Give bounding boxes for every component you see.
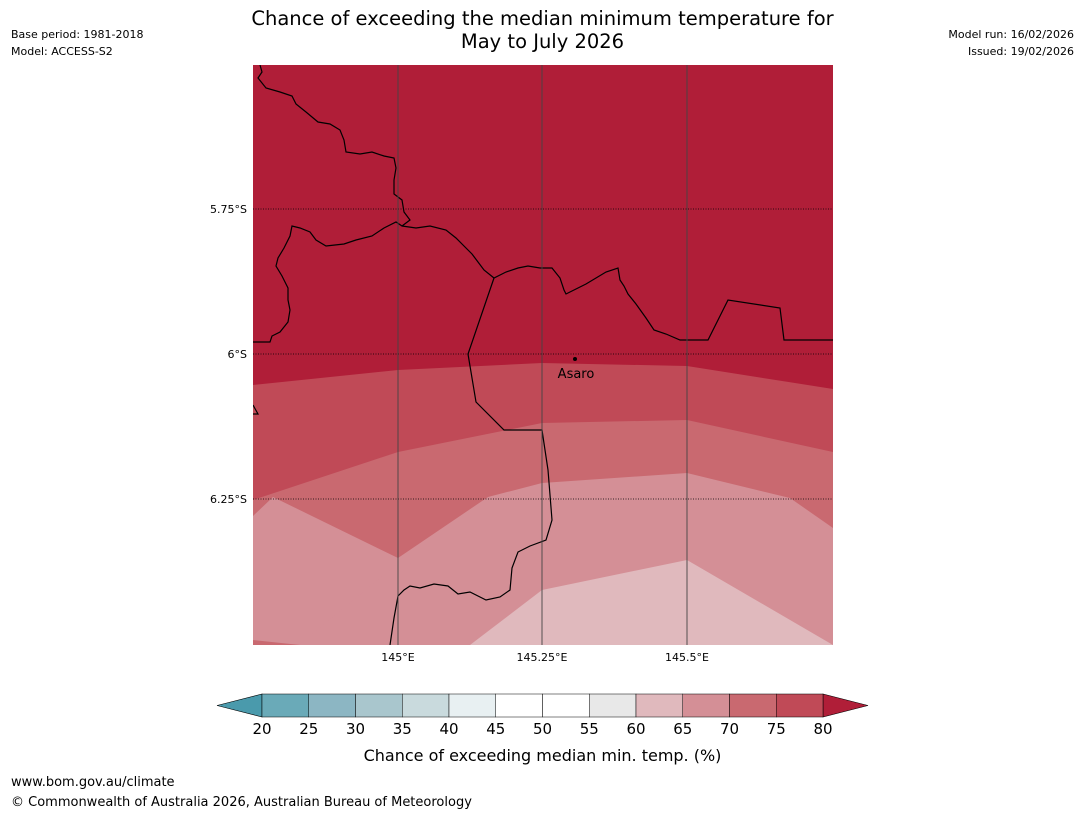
colorbar-tick-label: 45 [486, 720, 505, 738]
colorbar-tick-label: 30 [346, 720, 365, 738]
colorbar-tick-label: 75 [767, 720, 786, 738]
colorbar-tick-label: 65 [673, 720, 692, 738]
lat-label: 5.75°S [210, 203, 247, 216]
place-marker: Asaro [558, 357, 595, 382]
lon-labels: 145°E 145.25°E 145.5°E [381, 651, 709, 664]
graticule [253, 65, 833, 645]
band-70-corner [253, 640, 300, 645]
lat-label: 6.25°S [210, 493, 247, 506]
colorbar-swatch [495, 693, 543, 718]
issued-date: Issued: 19/02/2026 [967, 45, 1074, 58]
colorbar-tick-label: 80 [813, 720, 832, 738]
chart-title: Chance of exceeding the median minimum t… [0, 7, 1085, 53]
model-name: Model: ACCESS-S2 [11, 45, 113, 58]
colorbar-tick-label: 25 [299, 720, 318, 738]
colorbar-under-arrow [216, 693, 263, 718]
footer-url[interactable]: www.bom.gov.au/climate [11, 775, 175, 790]
meta-right: Model run: 16/02/2026 Issued: 19/02/2026 [948, 26, 1074, 60]
colorbar-tick-label: 20 [252, 720, 271, 738]
place-label: Asaro [558, 367, 595, 382]
colorbar-swatch [635, 693, 683, 718]
province-border [389, 277, 553, 645]
northern-coastline-east [401, 225, 833, 341]
colorbar-swatch [448, 693, 496, 718]
colorbar-swatch [776, 693, 824, 718]
title-line-1: Chance of exceeding the median minimum t… [251, 7, 834, 30]
colorbar-swatch [402, 693, 450, 718]
colorbar-swatch [261, 693, 309, 718]
colorbar-tick-label: 60 [626, 720, 645, 738]
title-line-2: May to July 2026 [460, 30, 625, 53]
west-edge-coast [253, 404, 260, 415]
coastline-borders [253, 65, 833, 645]
colorbar-tick-label: 50 [533, 720, 552, 738]
lat-label: 6°S [228, 348, 247, 361]
lon-label: 145.25°E [517, 651, 568, 664]
meta-left: Base period: 1981-2018 Model: ACCESS-S2 [11, 26, 143, 60]
place-dot [573, 357, 577, 361]
lat-labels: 5.75°S 6°S 6.25°S [210, 203, 247, 506]
colorbar-over-arrow [822, 693, 869, 718]
model-run: Model run: 16/02/2026 [948, 28, 1074, 41]
colorbar: 20 25 30 35 40 45 50 55 60 65 70 75 80 [216, 693, 869, 738]
colorbar-swatch [589, 693, 637, 718]
base-period: Base period: 1981-2018 [11, 28, 144, 41]
colorbar-swatch [682, 693, 730, 718]
colorbar-swatch [542, 693, 590, 718]
band-65-70-west [253, 563, 398, 645]
lon-label: 145.5°E [665, 651, 709, 664]
colorbar-swatch [355, 693, 403, 718]
colorbar-tick-label: 40 [439, 720, 458, 738]
probability-field [253, 65, 833, 645]
colorbar-tick-label: 35 [393, 720, 412, 738]
band-60-65 [470, 560, 833, 645]
footer-copyright: © Commonwealth of Australia 2026, Austra… [11, 795, 472, 810]
colorbar-tick-label: 55 [580, 720, 599, 738]
colorbar-swatch [308, 693, 356, 718]
colorbar-swatch [729, 693, 777, 718]
colorbar-tick-label: 70 [720, 720, 739, 738]
lon-label: 145°E [381, 651, 414, 664]
colorbar-label: Chance of exceeding median min. temp. (%… [363, 746, 722, 765]
